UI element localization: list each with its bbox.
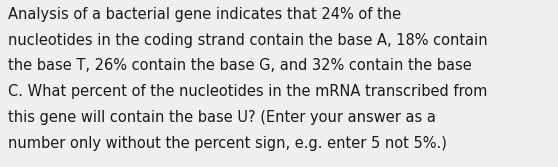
Text: this gene will contain the base U? (Enter your answer as a: this gene will contain the base U? (Ente… (8, 110, 436, 125)
Text: Analysis of a bacterial gene indicates that 24% of the: Analysis of a bacterial gene indicates t… (8, 7, 402, 22)
Text: nucleotides in the coding strand contain the base A, 18% contain: nucleotides in the coding strand contain… (8, 33, 488, 48)
Text: number only without the percent sign, e.g. enter 5 not 5%.): number only without the percent sign, e.… (8, 136, 448, 151)
Text: C. What percent of the nucleotides in the mRNA transcribed from: C. What percent of the nucleotides in th… (8, 84, 488, 99)
Text: the base T, 26% contain the base G, and 32% contain the base: the base T, 26% contain the base G, and … (8, 58, 472, 73)
